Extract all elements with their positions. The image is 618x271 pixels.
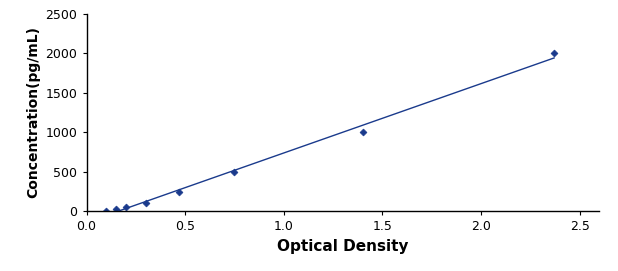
X-axis label: Optical Density: Optical Density xyxy=(277,239,408,254)
Y-axis label: Concentration(pg/mL): Concentration(pg/mL) xyxy=(26,27,40,198)
